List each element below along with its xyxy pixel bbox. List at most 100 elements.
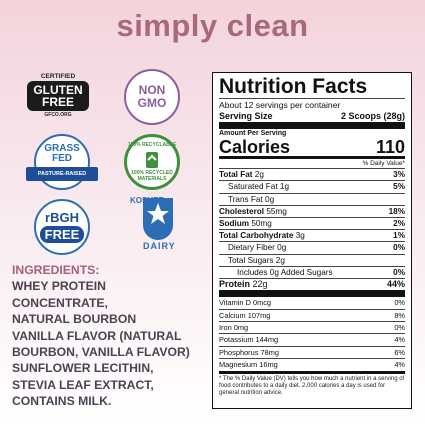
badge-text: KOSHER bbox=[130, 196, 164, 206]
vitamin-dv: 0% bbox=[394, 298, 405, 308]
nutrient-label: Includes 0g Added Sugars bbox=[237, 267, 333, 277]
vitamin-label: Calcium 107mg bbox=[219, 310, 271, 320]
badge-text: CERTIFIED bbox=[40, 72, 76, 80]
nutrition-title: Nutrition Facts bbox=[219, 75, 368, 98]
nutrient-name: Includes 0g Added Sugars bbox=[237, 267, 333, 278]
dv-header: % Daily Value* bbox=[219, 156, 405, 168]
nutrient-name: Sodium 50mg bbox=[219, 218, 272, 229]
vitamin-row: Phosphorus 78mg 6% bbox=[219, 345, 405, 358]
vitamin-label: Potassium 144mg bbox=[219, 335, 279, 345]
ingredients: INGREDIENTS: WHEY PROTEIN CONCENTRATE, NAT… bbox=[12, 262, 190, 410]
badge-text: GFCO.ORG bbox=[44, 111, 72, 118]
badge-text: FREE bbox=[39, 226, 85, 243]
nutrient-amount: 2g bbox=[254, 170, 264, 180]
vitamin-label: Vitamin D 0mcg bbox=[219, 298, 272, 308]
footnote: * The % Daily Value (DV) tells you how m… bbox=[219, 370, 405, 398]
ingredient-line: WHEY PROTEIN bbox=[12, 279, 106, 294]
nutrient-name: Total Carbohydrate 3g bbox=[219, 230, 305, 241]
nutrient-amount: 55mg bbox=[266, 206, 287, 216]
nutrient-amount: 22g bbox=[252, 279, 268, 290]
star-icon bbox=[147, 203, 169, 224]
vitamin-row: Vitamin D 0mcg 0% bbox=[219, 297, 405, 308]
rbgh-free-badge: rBGH FREE bbox=[34, 199, 90, 255]
badge-text: GMO bbox=[137, 96, 167, 110]
badge-ribbon: PASTURE-RAISED bbox=[26, 166, 98, 181]
ingredients-heading: INGREDIENTS: bbox=[12, 263, 100, 277]
badge-text: DAIRY bbox=[143, 241, 176, 251]
badge-text: 100% RECYCLED MATERIALS bbox=[131, 170, 173, 182]
nutrient-row: Total Fat 2g 3% bbox=[219, 168, 405, 180]
calories-label: Calories bbox=[219, 137, 291, 158]
nutrient-row: Protein 22g 44% bbox=[219, 278, 405, 290]
badge-text: 100% RECYCLABLE bbox=[127, 142, 177, 148]
nutrient-name: Saturated Fat 1g bbox=[228, 181, 289, 192]
nutrient-name: Cholesterol 55mg bbox=[219, 206, 287, 217]
ingredient-line: STEVIA LEAF EXTRACT, bbox=[12, 377, 154, 392]
badge-text: NON bbox=[138, 83, 166, 97]
nutrient-row: Includes 0g Added Sugars 0% bbox=[219, 265, 405, 278]
nutrient-label: Total Fat bbox=[219, 170, 253, 180]
nutrient-label: Cholesterol bbox=[219, 206, 265, 216]
ingredient-line: CONTAINS MILK. bbox=[12, 394, 112, 409]
vitamin-dv: 8% bbox=[394, 310, 405, 320]
nutrient-amount: 1g bbox=[279, 182, 289, 192]
nutrient-amount: 0g bbox=[277, 243, 287, 253]
ingredient-line: VANILLA FLAVOR (NATURAL bbox=[12, 328, 182, 343]
title: simply clean bbox=[116, 8, 309, 43]
vitamin-dv: 4% bbox=[394, 360, 405, 370]
nutrient-dv: 2% bbox=[393, 219, 405, 229]
nutrient-dv: 44% bbox=[386, 279, 405, 290]
nutrient-name: Dietary Fiber 0g bbox=[228, 242, 286, 253]
serving-size: 2 Scoops (28g) bbox=[340, 111, 405, 121]
gluten-free-badge: CERTIFIED GLUTEN FREE GFCO.ORG bbox=[22, 72, 94, 118]
amount-per-serving: Amount Per Serving bbox=[219, 122, 405, 138]
vitamin-row: Potassium 144mg 4% bbox=[219, 333, 405, 345]
badge-text: GLUTEN bbox=[33, 82, 83, 97]
icon-arrow bbox=[147, 154, 157, 161]
nutrient-label: Sodium bbox=[219, 219, 250, 229]
vitamin-row: Iron 0mg 0% bbox=[219, 321, 405, 333]
ingredient-line: CONCENTRATE, bbox=[12, 295, 108, 310]
nutrient-dv: 1% bbox=[393, 231, 405, 241]
kosher-badge: KOSHER DAIRY bbox=[130, 196, 190, 256]
nutrient-amount: 3g bbox=[295, 231, 305, 241]
nutrient-label: Total Sugars bbox=[228, 255, 274, 265]
calories-row: Calories 110 bbox=[219, 138, 405, 156]
recyclable-badge: 100% RECYCLABLE 100% RECYCLED MATERIALS bbox=[124, 134, 180, 190]
calories: 110 bbox=[375, 137, 405, 158]
vitamin-dv: 4% bbox=[394, 335, 405, 345]
nutrient-amount: 50mg bbox=[251, 219, 272, 229]
vitamin-label: Iron 0mg bbox=[219, 323, 249, 333]
recycle-icon bbox=[146, 152, 158, 168]
ingredient-line: SUNFLOWER LECITHIN, bbox=[12, 361, 154, 376]
nutrient-dv: 18% bbox=[388, 206, 405, 216]
nutrient-row: Sodium 50mg 2% bbox=[219, 217, 405, 229]
vitamin-dv: 6% bbox=[394, 347, 405, 357]
vitamin-rows: Vitamin D 0mcg 0% Calcium 107mg 8% Iron 0mg 0… bbox=[219, 290, 405, 370]
ingredient-line: NATURAL BOURBON bbox=[12, 312, 137, 327]
nutrient-dv: 5% bbox=[393, 182, 405, 192]
vitamin-label: Magnesium 16mg bbox=[219, 360, 278, 370]
vitamin-dv: 0% bbox=[394, 323, 405, 333]
badge-text: GRASS bbox=[44, 142, 80, 154]
nutrient-label: Dietary Fiber bbox=[228, 243, 275, 253]
nutrient-row: Saturated Fat 1g 5% bbox=[219, 180, 405, 192]
star bbox=[147, 203, 169, 224]
nutrient-row: Trans Fat 0g bbox=[219, 192, 405, 205]
badge-shield bbox=[143, 198, 173, 240]
nutrient-label: Saturated Fat bbox=[228, 182, 278, 192]
nutrient-row: Dietary Fiber 0g 0% bbox=[219, 241, 405, 253]
nutrient-name: Total Sugars 2g bbox=[228, 255, 285, 266]
grass-fed-badge: GRASS FED PASTURE-RAISED bbox=[26, 134, 98, 190]
nutrient-row: Total Carbohydrate 3g 1% bbox=[219, 229, 405, 241]
icon-shape bbox=[146, 152, 158, 168]
vitamin-row: Magnesium 16mg 4% bbox=[219, 358, 405, 370]
badge-text: rBGH bbox=[45, 210, 79, 225]
nutrition-panel: Nutrition Facts About 12 servings per co… bbox=[212, 72, 412, 409]
serving-size-row: Serving Size 2 Scoops (28g) bbox=[219, 111, 405, 122]
badge-text: FED bbox=[52, 152, 72, 164]
non-gmo-badge: NON GMO bbox=[124, 69, 180, 125]
nutrient-rows: Total Fat 2g 3% Saturated Fat 1g 5% Trans Fa… bbox=[219, 168, 405, 290]
nutrient-dv: 0% bbox=[393, 243, 405, 253]
nutrient-amount: 2g bbox=[275, 255, 285, 265]
